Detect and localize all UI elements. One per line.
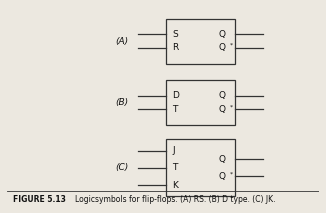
Bar	[166, 139, 235, 196]
Text: (C): (C)	[116, 163, 129, 172]
Text: K: K	[172, 181, 178, 190]
Text: Q: Q	[219, 172, 226, 181]
Text: S: S	[172, 30, 178, 39]
Text: Logicsymbols for flip-flops. (A) RS. (B) D type. (C) JK.: Logicsymbols for flip-flops. (A) RS. (B)…	[75, 195, 276, 204]
Text: *: *	[230, 43, 232, 48]
Bar	[166, 19, 235, 63]
Text: R: R	[172, 43, 179, 52]
Text: D: D	[172, 91, 179, 100]
Bar	[166, 80, 235, 125]
Text: Q: Q	[219, 105, 226, 114]
Text: (B): (B)	[116, 98, 129, 107]
Text: T: T	[172, 105, 178, 114]
Text: FIGURE 5.13: FIGURE 5.13	[13, 195, 66, 204]
Text: Q: Q	[219, 43, 226, 52]
Text: J: J	[172, 146, 175, 155]
Text: *: *	[230, 104, 232, 109]
Text: (A): (A)	[116, 37, 129, 46]
Text: Q: Q	[219, 91, 226, 100]
Text: T: T	[172, 163, 178, 172]
Text: Q: Q	[219, 30, 226, 39]
Text: *: *	[230, 171, 232, 177]
Text: Q: Q	[219, 155, 226, 164]
